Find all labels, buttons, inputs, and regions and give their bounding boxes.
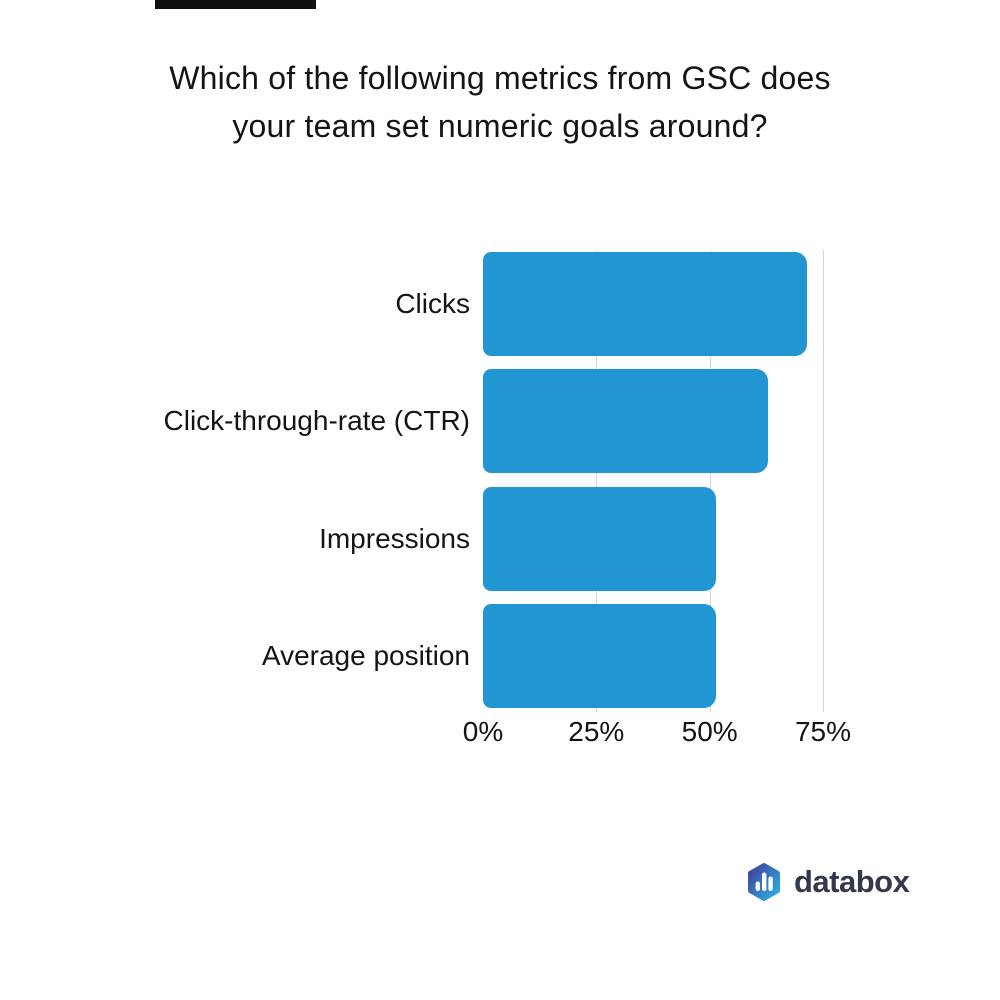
bar-average-position <box>483 603 716 708</box>
bar-impressions <box>483 486 716 591</box>
bar-clicks <box>483 252 807 356</box>
databox-hexagon-icon <box>748 863 780 901</box>
chart-title-line1: Which of the following metrics from GSC … <box>169 60 831 96</box>
category-label: Click-through-rate (CTR) <box>163 405 471 437</box>
category-label: Clicks <box>395 288 470 319</box>
x-tick-label-25: 25% <box>568 716 625 747</box>
chart-title: Which of the following metrics from GSC … <box>0 54 1000 150</box>
screenshot-artifact-bar <box>155 0 316 9</box>
plot-area <box>483 250 883 712</box>
x-tick-label-0: 0% <box>462 716 504 747</box>
gridline-50 <box>709 250 711 712</box>
category-label: Average position <box>261 639 470 671</box>
category-label: Impressions <box>319 522 470 554</box>
databox-logo: databox <box>747 862 910 902</box>
gridline-75 <box>823 250 824 712</box>
chart-title-line2: your team set numeric goals around? <box>232 108 768 144</box>
databox-wordmark: databox <box>794 864 910 899</box>
bar-click-through-rate-ctr- <box>483 369 769 474</box>
logo-bars-icon <box>755 872 773 891</box>
x-tick-label-75: 75% <box>794 716 852 747</box>
x-tick-label-50: 50% <box>681 716 738 747</box>
gridline-25 <box>596 250 598 712</box>
